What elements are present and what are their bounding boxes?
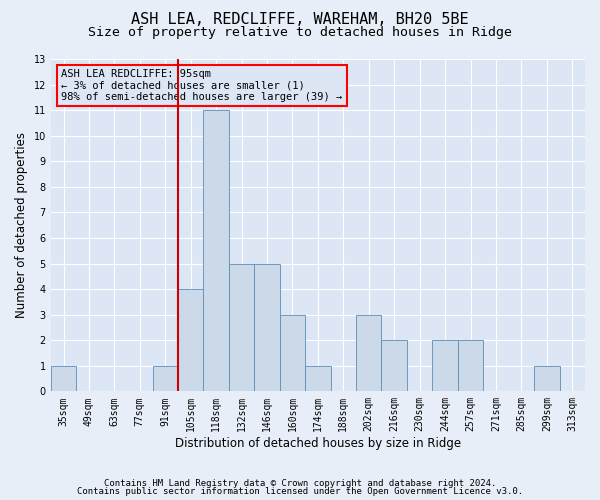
Text: ASH LEA, REDCLIFFE, WAREHAM, BH20 5BE: ASH LEA, REDCLIFFE, WAREHAM, BH20 5BE <box>131 12 469 28</box>
Text: Size of property relative to detached houses in Ridge: Size of property relative to detached ho… <box>88 26 512 39</box>
Bar <box>433 340 458 392</box>
Bar <box>51 366 76 392</box>
Text: Contains HM Land Registry data © Crown copyright and database right 2024.: Contains HM Land Registry data © Crown c… <box>104 478 496 488</box>
Bar <box>356 314 382 392</box>
Bar <box>178 289 203 392</box>
Text: ASH LEA REDCLIFFE: 95sqm
← 3% of detached houses are smaller (1)
98% of semi-det: ASH LEA REDCLIFFE: 95sqm ← 3% of detache… <box>61 69 343 102</box>
Bar <box>152 366 178 392</box>
Bar <box>254 264 280 392</box>
Y-axis label: Number of detached properties: Number of detached properties <box>15 132 28 318</box>
X-axis label: Distribution of detached houses by size in Ridge: Distribution of detached houses by size … <box>175 437 461 450</box>
Bar <box>229 264 254 392</box>
Bar <box>305 366 331 392</box>
Bar <box>280 314 305 392</box>
Bar <box>458 340 483 392</box>
Bar <box>382 340 407 392</box>
Bar <box>203 110 229 392</box>
Text: Contains public sector information licensed under the Open Government Licence v3: Contains public sector information licen… <box>77 487 523 496</box>
Bar <box>534 366 560 392</box>
